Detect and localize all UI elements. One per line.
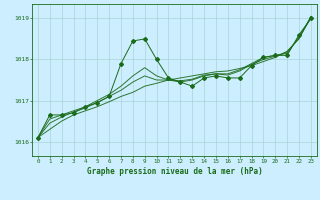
X-axis label: Graphe pression niveau de la mer (hPa): Graphe pression niveau de la mer (hPa) — [86, 167, 262, 176]
